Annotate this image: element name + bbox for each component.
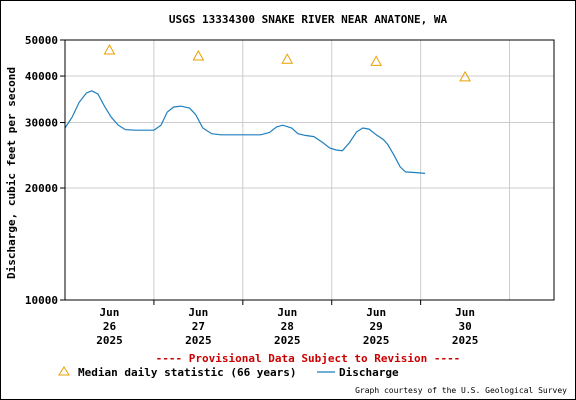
x-tick-label: 29 [370, 320, 383, 333]
legend-triangle-marker-icon [58, 366, 70, 376]
y-tick-label: 50000 [25, 34, 58, 47]
plot-area-border [64, 39, 555, 301]
x-tick-label: 2025 [96, 334, 123, 347]
x-tick-label: Jun [366, 306, 386, 319]
provisional-data-notice: ---- Provisional Data Subject to Revisio… [156, 352, 461, 365]
y-tick-label: 40000 [25, 70, 58, 83]
y-axis-ticks: 10000 20000 30000 40000 50000 [25, 34, 65, 307]
legend: Median daily statistic (66 years) Discha… [58, 366, 399, 379]
median-triangle-marker [459, 70, 471, 82]
x-tick-label: 2025 [274, 334, 301, 347]
median-triangle-marker [192, 49, 205, 61]
y-tick-label: 20000 [25, 182, 58, 195]
x-tick-label: 27 [192, 320, 205, 333]
median-triangle-marker [370, 55, 383, 66]
footer-credit: Graph courtesy of the U.S. Geological Su… [355, 386, 567, 395]
x-tick-label: 2025 [185, 334, 212, 347]
y-tick-label: 10000 [25, 294, 58, 307]
series-layer [64, 43, 471, 174]
y-tick-label: 30000 [25, 117, 58, 130]
x-tick-label: Jun [100, 306, 120, 319]
legend-label-discharge: Discharge [339, 366, 399, 379]
x-tick-label: 28 [281, 320, 294, 333]
x-tick-label: 2025 [363, 334, 390, 347]
x-tick-label: Jun [188, 306, 208, 319]
x-tick-label: 26 [103, 320, 117, 333]
y-axis-label: Discharge, cubic feet per second [5, 67, 18, 279]
x-tick-label: Jun [455, 306, 475, 319]
discharge-series-line [64, 90, 426, 174]
median-triangle-marker [281, 53, 294, 64]
x-axis-ticks: Jun262025Jun272025Jun282025Jun292025Jun3… [96, 300, 478, 347]
median-triangle-marker [103, 43, 116, 55]
x-tick-label: 30 [458, 320, 471, 333]
chart-title: USGS 13334300 SNAKE RIVER NEAR ANATONE, … [169, 13, 448, 26]
x-tick-label: Jun [277, 306, 297, 319]
x-tick-label: 2025 [452, 334, 479, 347]
legend-label-median: Median daily statistic (66 years) [78, 366, 297, 379]
